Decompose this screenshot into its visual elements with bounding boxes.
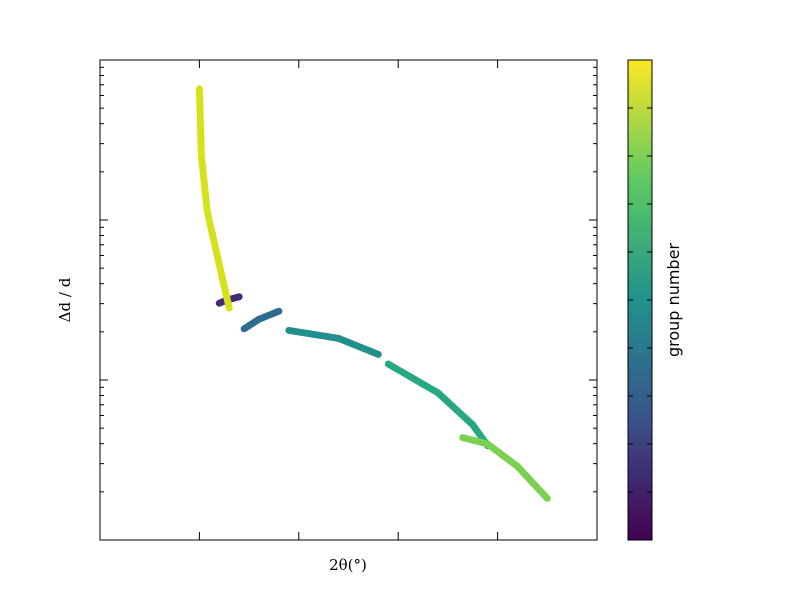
colorbar-ticks xyxy=(628,107,652,493)
scatter-point xyxy=(275,307,283,315)
colorbar: group number xyxy=(627,59,683,541)
x-axis-label: 2θ(°) xyxy=(329,556,367,574)
scatter-point xyxy=(225,304,233,312)
scatter-point xyxy=(543,494,551,502)
scatter-point xyxy=(374,350,382,358)
scatter-point xyxy=(235,293,243,301)
colorbar-label: group number xyxy=(664,243,683,357)
data-points xyxy=(195,85,551,502)
plot-area xyxy=(99,59,598,541)
y-axis-label: Δd / d xyxy=(56,277,74,322)
axis-ticks xyxy=(100,60,597,540)
